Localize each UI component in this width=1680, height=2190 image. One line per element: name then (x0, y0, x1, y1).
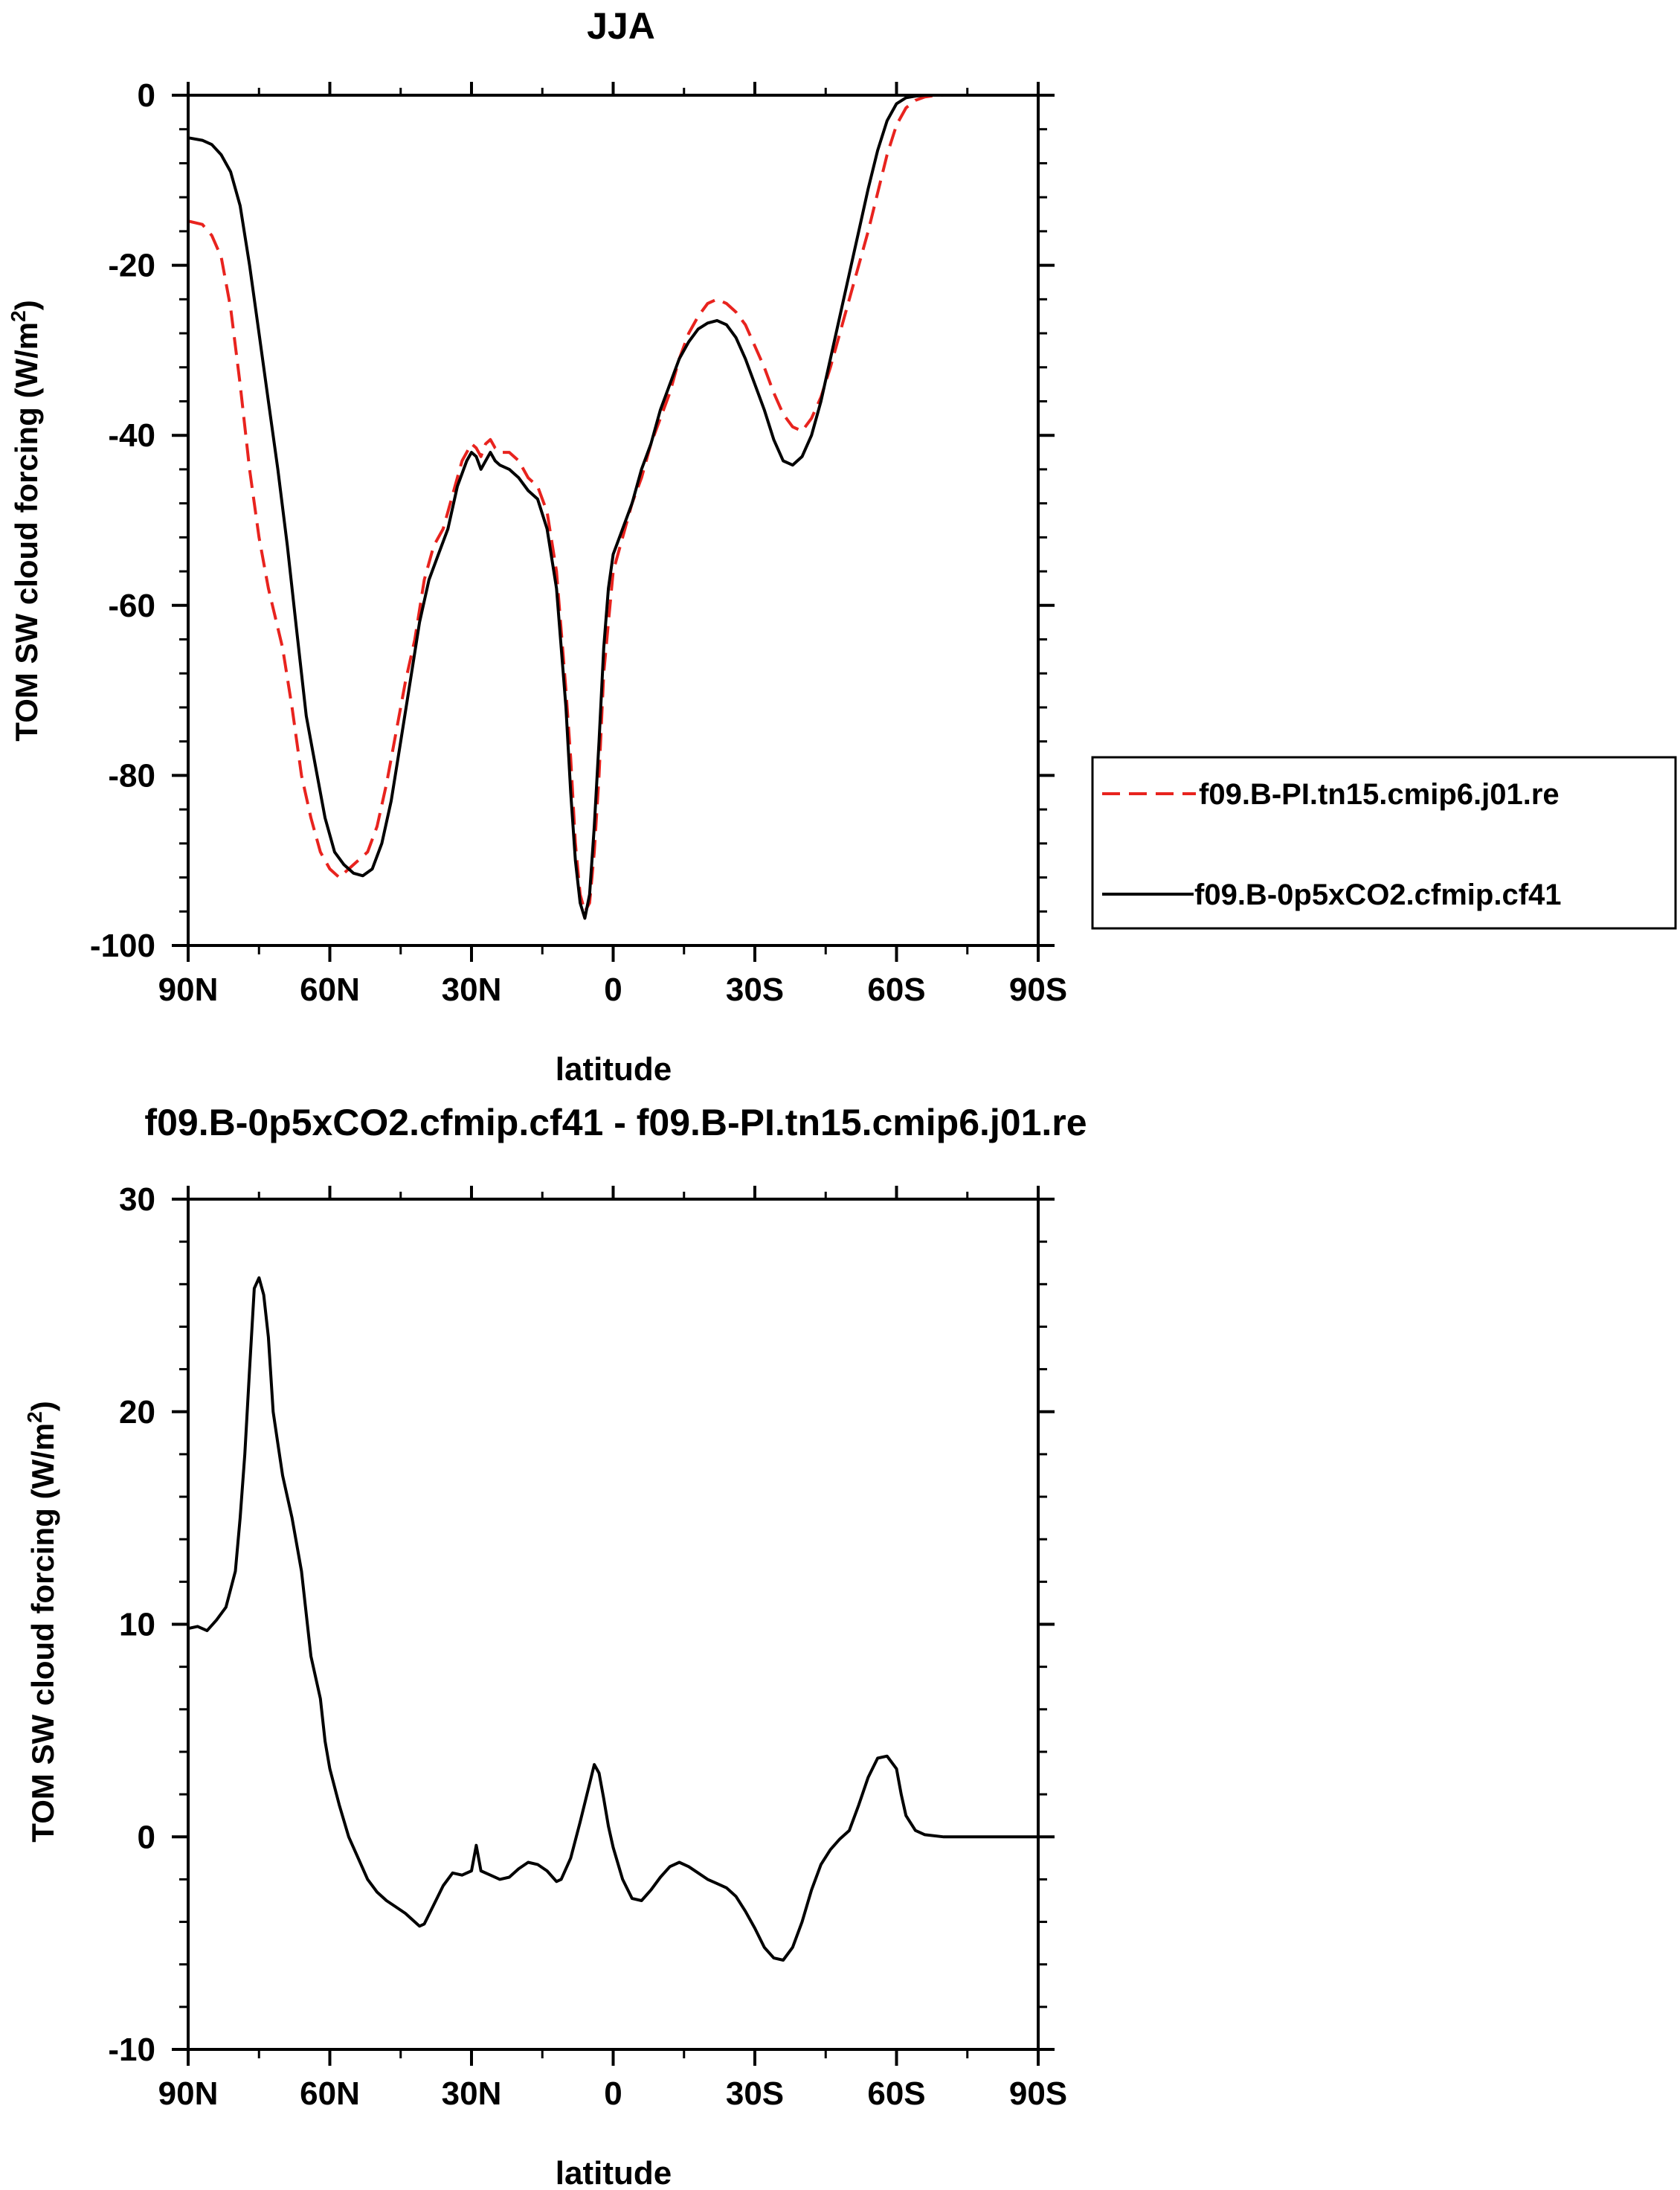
chart-bottom-y-axis-label-close: ) (25, 1401, 60, 1411)
x-tick-label: 60N (300, 2075, 360, 2112)
chart-top-series (187, 94, 1038, 920)
chart-bottom-frame (187, 1198, 1040, 2051)
x-tick-label: 90N (158, 972, 219, 1008)
x-tick-label: 30S (726, 972, 784, 1008)
chart-bottom: f09.B-0p5xCO2.cfmip.cf41 - f09.B-PI.tn15… (23, 1102, 1087, 2190)
y-tick-label: 30 (119, 1181, 155, 1218)
x-tick-label: 90S (1009, 972, 1067, 1008)
series-line-1 (187, 94, 1038, 920)
x-tick-label: 0 (604, 2075, 622, 2112)
y-tick-label: -60 (108, 588, 155, 624)
chart-top-y-axis-label-close: ) (9, 300, 44, 310)
x-tick-label: 0 (604, 972, 622, 1008)
x-tick-label: 60S (867, 972, 925, 1008)
legend-entry-0p5xco2: f09.B-0p5xCO2.cfmip.cf41 (1194, 879, 1562, 911)
chart-bottom-y-axis-label: TOM SW cloud forcing (W/m2) (23, 1401, 60, 1842)
chart-bottom-x-tick-labels: 90N 60N 30N 0 30S 60S 90S (158, 2075, 1068, 2112)
y-tick-label: 0 (138, 77, 155, 114)
x-tick-label: 30N (442, 972, 502, 1008)
chart-top: JJA 90N 60N 30N 0 30S 60S 90S 0 -20 -40 -60 -80 -10… (7, 5, 1677, 1088)
x-tick-label: 30N (442, 2075, 502, 2112)
chart-top-y-axis-label-superscript: 2 (7, 310, 30, 322)
legend-box (1091, 756, 1677, 930)
legend: f09.B-PI.tn15.cmip6.j01.re f09.B-0p5xCO2… (1091, 756, 1677, 930)
chart-top-y-axis-label-text: TOM SW cloud forcing (W/m (9, 322, 44, 742)
y-tick-label: 20 (119, 1394, 155, 1430)
chart-bottom-series (187, 1276, 1038, 1962)
chart-bottom-y-axis-label-superscript: 2 (23, 1411, 46, 1423)
x-tick-label: 90N (158, 2075, 219, 2112)
y-tick-label: -40 (108, 417, 155, 454)
y-tick-label: -20 (108, 248, 155, 284)
x-tick-label: 90S (1009, 2075, 1067, 2112)
chart-bottom-y-axis-label-text: TOM SW cloud forcing (W/m (25, 1423, 60, 1843)
chart-bottom-x-axis-label: latitude (556, 2155, 672, 2190)
y-tick-label: -100 (90, 928, 155, 964)
y-tick-label: -80 (108, 757, 155, 794)
chart-top-title: JJA (587, 5, 655, 47)
chart-bottom-title: f09.B-0p5xCO2.cfmip.cf41 - f09.B-PI.tn15… (144, 1102, 1087, 1143)
chart-top-frame (187, 94, 1040, 947)
x-tick-label: 60S (867, 2075, 925, 2112)
y-tick-label: 0 (138, 1819, 155, 1855)
chart-bottom-y-tick-labels: 30 20 10 0 -10 (108, 1181, 155, 2068)
x-tick-label: 60N (300, 972, 360, 1008)
series-line-0 (187, 1276, 1038, 1962)
chart-top-x-tick-labels: 90N 60N 30N 0 30S 60S 90S (158, 972, 1068, 1008)
x-tick-label: 30S (726, 2075, 784, 2112)
chart-top-y-tick-labels: 0 -20 -40 -60 -80 -100 (90, 77, 155, 964)
chart-top-y-axis-label: TOM SW cloud forcing (W/m2) (7, 300, 44, 741)
y-tick-label: -10 (108, 2032, 155, 2068)
chart-top-x-axis-label: latitude (556, 1051, 672, 1088)
legend-entry-pi: f09.B-PI.tn15.cmip6.j01.re (1199, 778, 1560, 811)
y-tick-label: 10 (119, 1607, 155, 1643)
